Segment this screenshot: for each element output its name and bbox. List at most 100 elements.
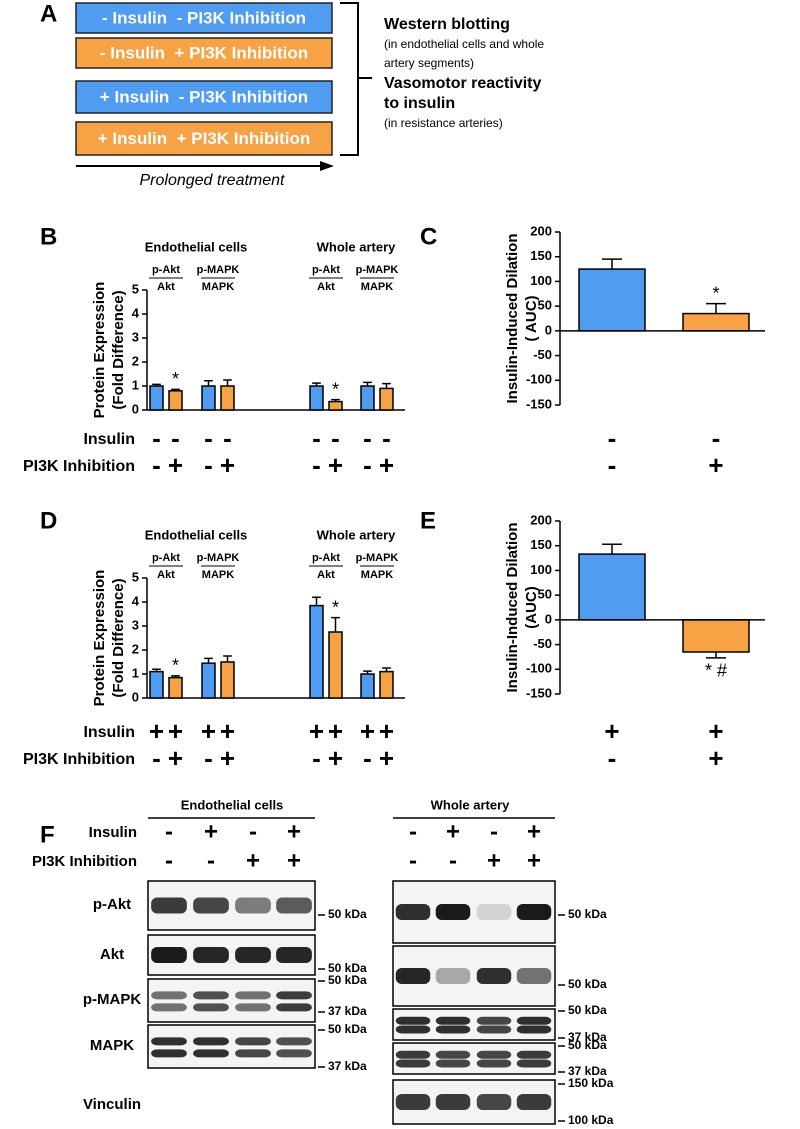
y-tick-label: -150: [526, 685, 552, 700]
treatment-sign: -: [712, 423, 721, 453]
treatment-sign: -: [249, 818, 257, 845]
error-bar: [363, 670, 372, 674]
bar: [149, 385, 164, 411]
error-bar: [602, 543, 622, 555]
blot-row-label: MAPK: [90, 1037, 134, 1054]
bar: [379, 387, 394, 411]
treatment-sign: -: [608, 743, 617, 773]
y-tick-label: -100: [526, 661, 552, 676]
treatment-sign: +: [379, 716, 394, 746]
bar: [682, 619, 750, 653]
ratio-denominator: Akt: [157, 569, 175, 581]
ratio-numerator: p-Akt: [152, 264, 180, 276]
error-bar: [152, 668, 161, 672]
treatment-sign: +: [168, 743, 183, 773]
blot-band: [476, 1025, 512, 1034]
treatment-sign: +: [168, 716, 183, 746]
blot-band: [193, 897, 229, 914]
treatment-sign: -: [608, 423, 617, 453]
treatment-sign: -: [608, 450, 617, 480]
treatment-sign: +: [604, 716, 619, 746]
bar: [309, 604, 324, 699]
significance: *: [332, 379, 339, 399]
treatment-sign: +: [328, 743, 343, 773]
y-tick-label: -50: [533, 347, 552, 362]
y-tick-label: 4: [132, 305, 140, 320]
error-bar: [706, 302, 726, 314]
blot-band: [235, 897, 271, 914]
y-tick-label: 200: [530, 512, 552, 527]
treatment-sign: -: [223, 423, 232, 453]
bar: [220, 385, 235, 411]
treatment-sign: -: [363, 450, 372, 480]
blot-band: [151, 897, 187, 914]
y-axis-label: ( AUC): [523, 295, 540, 341]
blot-band: [235, 1049, 271, 1058]
treatment-sign: +: [708, 450, 723, 480]
significance: *: [172, 369, 179, 389]
treatment-label: PI3K Inhibition: [32, 853, 137, 870]
blot-band: [476, 1050, 512, 1059]
blot-band: [235, 1037, 271, 1046]
y-axis-label: (Fold Difference): [110, 578, 127, 697]
ratio-denominator: Akt: [317, 569, 335, 581]
blot-band: [193, 1037, 229, 1046]
treatment-sign: +: [220, 743, 235, 773]
treatment-sign: -: [312, 450, 321, 480]
y-tick-label: 3: [132, 329, 139, 344]
blot-band: [435, 1050, 471, 1059]
y-tick-label: -100: [526, 372, 552, 387]
blot-band: [435, 968, 471, 984]
treatment-sign: -: [152, 423, 161, 453]
marker-label: 37 kDa: [328, 1059, 367, 1073]
bar: [309, 385, 324, 411]
group-label: Endothelial cells: [145, 239, 248, 254]
marker-label: 37 kDa: [568, 1030, 607, 1044]
blot-band: [193, 1049, 229, 1058]
blot-band: [435, 1016, 471, 1025]
ratio-denominator: Akt: [157, 281, 175, 293]
error-bar: [223, 655, 232, 662]
outcome-note: artery segments): [384, 56, 474, 70]
treatment-sign: +: [527, 818, 541, 845]
bar: [379, 670, 394, 699]
ratio-numerator: p-Akt: [312, 264, 340, 276]
panel-label: B: [40, 223, 57, 250]
blot-band: [395, 968, 431, 984]
ratio-numerator: p-Akt: [312, 552, 340, 564]
treatment-label: PI3K Inhibition: [23, 751, 135, 768]
y-axis-label: Insulin-Induced Dilation: [504, 234, 521, 404]
marker-label: 50 kDa: [568, 907, 607, 921]
y-axis-label: Protein Expression: [91, 570, 108, 707]
bar: [201, 385, 216, 411]
treatment-sign: -: [165, 818, 173, 845]
treatment-text: + Insulin - PI3K Inhibition: [100, 87, 308, 106]
y-tick-label: 1: [132, 377, 139, 392]
blot-band: [395, 1050, 431, 1059]
treatment-sign: +: [360, 716, 375, 746]
blot-band: [276, 1037, 312, 1046]
treatment-box: [75, 121, 333, 156]
y-tick-label: 150: [530, 537, 552, 552]
blot-title: Whole artery: [431, 797, 511, 812]
y-tick-label: 0: [545, 322, 552, 337]
error-bar: [331, 398, 340, 402]
treatment-sign: +: [708, 743, 723, 773]
blot-band: [516, 1059, 552, 1068]
blot-band: [235, 991, 271, 1000]
ratio-denominator: MAPK: [361, 281, 393, 293]
blot-band: [276, 991, 312, 1000]
y-tick-label: 5: [132, 281, 139, 296]
marker-label: 50 kDa: [328, 1022, 367, 1036]
group-label: Endothelial cells: [145, 527, 248, 542]
treatment-label: Insulin: [89, 824, 137, 841]
marker-label: 50 kDa: [568, 1038, 607, 1052]
y-tick-label: 5: [132, 569, 139, 584]
marker-label: 50 kDa: [328, 907, 367, 921]
treatment-sign: +: [168, 450, 183, 480]
blot-band: [193, 991, 229, 1000]
y-tick-label: 200: [530, 223, 552, 238]
bar: [578, 553, 646, 621]
marker-label: 50 kDa: [328, 973, 367, 987]
treatment-sign: -: [409, 847, 417, 874]
